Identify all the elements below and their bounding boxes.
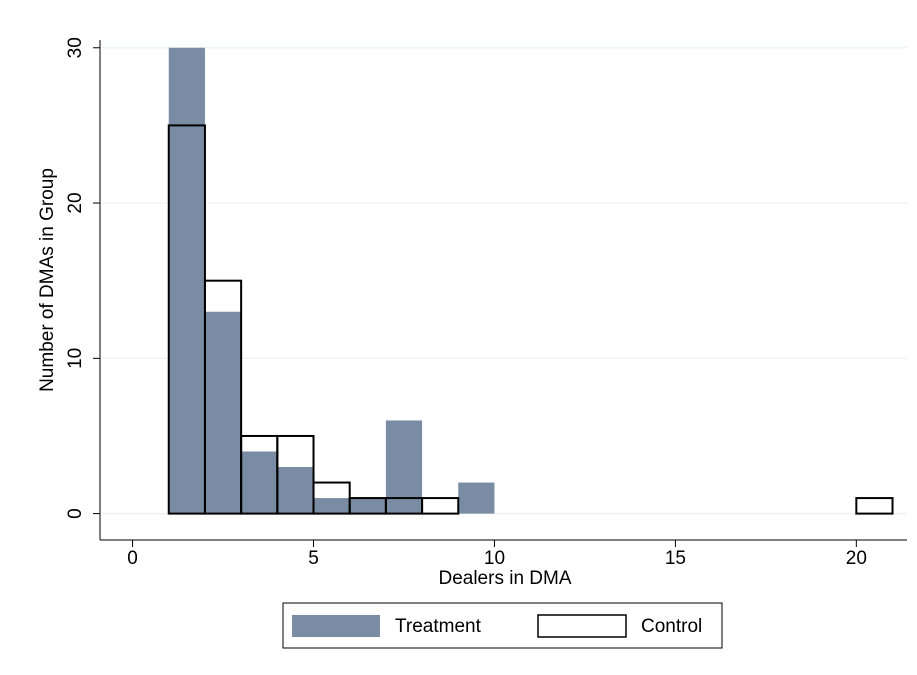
x-tick-label: 0: [127, 548, 138, 569]
y-tick-label: 20: [65, 192, 86, 213]
bar: [855, 497, 894, 515]
x-tick-label: 20: [846, 548, 867, 569]
bar: [168, 47, 205, 514]
y-tick-label: 0: [65, 508, 86, 519]
bar: [313, 498, 350, 514]
bar: [203, 279, 243, 515]
legend-label: Control: [641, 616, 702, 637]
y-tick-label: 10: [65, 348, 86, 369]
bar: [385, 420, 423, 514]
y-tick-label: 30: [65, 37, 86, 58]
bar: [204, 311, 242, 514]
legend-swatch: [292, 615, 380, 637]
bar: [349, 498, 386, 514]
x-tick-label: 15: [665, 548, 686, 569]
bar: [276, 434, 315, 515]
bar: [458, 482, 495, 514]
bar: [421, 497, 460, 515]
x-tick-label: 5: [308, 548, 319, 569]
x-tick-label: 10: [484, 548, 505, 569]
y-axis-title: Number of DMAs in Group: [37, 168, 58, 392]
bar: [277, 467, 314, 514]
legend-label: Treatment: [395, 616, 482, 637]
legend-swatch: [537, 614, 627, 638]
bar: [241, 451, 278, 514]
x-axis-title: Dealers in DMA: [438, 568, 571, 589]
